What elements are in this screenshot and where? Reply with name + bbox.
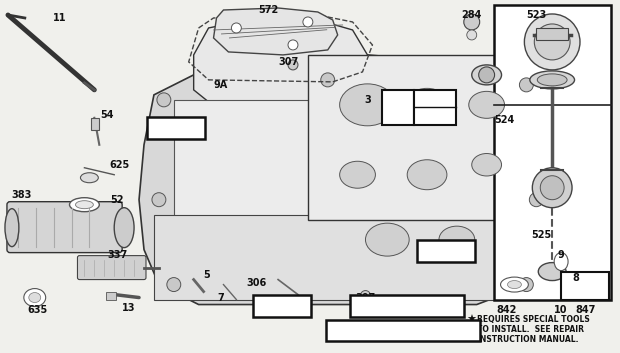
Bar xyxy=(350,294,464,317)
Ellipse shape xyxy=(530,71,575,89)
Text: 842: 842 xyxy=(497,305,516,315)
Text: 9A: 9A xyxy=(213,80,228,90)
Circle shape xyxy=(525,14,580,70)
Ellipse shape xyxy=(76,201,94,209)
Text: 284: 284 xyxy=(461,10,482,20)
Ellipse shape xyxy=(407,160,447,190)
Text: 52: 52 xyxy=(110,195,124,205)
Ellipse shape xyxy=(24,288,46,306)
Circle shape xyxy=(360,291,370,300)
Circle shape xyxy=(464,14,480,30)
Ellipse shape xyxy=(500,277,528,292)
Circle shape xyxy=(157,93,171,107)
Text: 3: 3 xyxy=(364,95,371,105)
Ellipse shape xyxy=(472,154,502,176)
Circle shape xyxy=(303,17,313,27)
Ellipse shape xyxy=(69,198,99,212)
Polygon shape xyxy=(193,20,368,118)
Circle shape xyxy=(479,67,495,83)
Ellipse shape xyxy=(365,223,409,256)
Bar xyxy=(147,117,205,139)
Text: 307: 307 xyxy=(355,293,376,303)
Ellipse shape xyxy=(114,208,134,247)
Polygon shape xyxy=(139,55,546,305)
Bar xyxy=(414,90,456,125)
Ellipse shape xyxy=(563,273,579,287)
Circle shape xyxy=(321,73,335,87)
Bar xyxy=(561,271,609,300)
Text: 635: 635 xyxy=(28,305,48,315)
Ellipse shape xyxy=(5,209,19,247)
Circle shape xyxy=(520,78,533,92)
Circle shape xyxy=(231,23,241,33)
Circle shape xyxy=(534,24,570,60)
Circle shape xyxy=(467,30,477,40)
Text: 1019 LABEL KIT: 1019 LABEL KIT xyxy=(363,300,449,311)
Ellipse shape xyxy=(340,84,396,126)
Text: 337: 337 xyxy=(107,250,127,259)
Text: ★: ★ xyxy=(466,315,476,324)
Circle shape xyxy=(520,277,533,292)
Text: 5: 5 xyxy=(203,270,210,280)
Ellipse shape xyxy=(554,253,568,271)
Bar xyxy=(91,118,99,130)
Text: 383: 383 xyxy=(12,190,32,200)
Text: 13: 13 xyxy=(122,303,136,312)
Ellipse shape xyxy=(472,65,502,85)
Text: 1058 OWNER'S MANUAL: 1058 OWNER'S MANUAL xyxy=(336,325,468,335)
Ellipse shape xyxy=(29,293,41,303)
Text: ★ 871: ★ 871 xyxy=(428,246,463,256)
Text: eReplacementParts.com: eReplacementParts.com xyxy=(221,188,374,201)
Text: 10: 10 xyxy=(554,305,568,315)
Text: ★ 869: ★ 869 xyxy=(159,123,193,133)
Ellipse shape xyxy=(538,74,567,86)
Bar xyxy=(308,55,536,220)
Circle shape xyxy=(152,193,166,207)
FancyBboxPatch shape xyxy=(78,256,146,280)
Bar xyxy=(106,292,116,300)
Bar xyxy=(154,215,521,300)
Ellipse shape xyxy=(340,161,375,188)
Circle shape xyxy=(288,60,298,70)
Ellipse shape xyxy=(405,88,449,121)
Text: 54: 54 xyxy=(100,110,114,120)
Text: 625: 625 xyxy=(109,160,130,170)
Circle shape xyxy=(167,277,181,292)
Text: 8: 8 xyxy=(573,273,580,282)
Circle shape xyxy=(288,40,298,50)
Text: 1: 1 xyxy=(394,103,402,113)
Text: 11: 11 xyxy=(53,13,66,23)
Text: REQUIRES SPECIAL TOOLS
TO INSTALL.  SEE REPAIR
INSTRUCTION MANUAL.: REQUIRES SPECIAL TOOLS TO INSTALL. SEE R… xyxy=(477,315,590,344)
Circle shape xyxy=(533,168,572,208)
Text: ★ 870: ★ 870 xyxy=(265,300,299,311)
Ellipse shape xyxy=(81,173,99,183)
Text: 7: 7 xyxy=(217,293,224,303)
Ellipse shape xyxy=(508,281,521,288)
Bar xyxy=(326,319,480,341)
Text: 524: 524 xyxy=(494,115,515,125)
Text: 9: 9 xyxy=(558,250,564,259)
Ellipse shape xyxy=(439,226,475,253)
Text: 307: 307 xyxy=(278,57,298,67)
Text: 3: 3 xyxy=(432,110,438,120)
Bar xyxy=(494,5,611,300)
Text: 306: 306 xyxy=(246,277,267,288)
Text: ★ 2: ★ 2 xyxy=(425,94,445,104)
Polygon shape xyxy=(213,8,338,55)
Ellipse shape xyxy=(538,263,566,281)
Bar xyxy=(253,294,311,317)
Bar xyxy=(417,240,475,262)
Circle shape xyxy=(529,193,543,207)
FancyBboxPatch shape xyxy=(7,202,122,253)
Text: 572: 572 xyxy=(258,5,278,15)
Bar xyxy=(174,100,512,220)
Text: 525: 525 xyxy=(531,230,551,240)
Bar xyxy=(383,90,414,125)
Text: 523: 523 xyxy=(526,10,546,20)
Text: 847: 847 xyxy=(576,305,596,315)
Bar xyxy=(536,28,568,40)
Ellipse shape xyxy=(469,91,505,118)
Circle shape xyxy=(540,176,564,200)
